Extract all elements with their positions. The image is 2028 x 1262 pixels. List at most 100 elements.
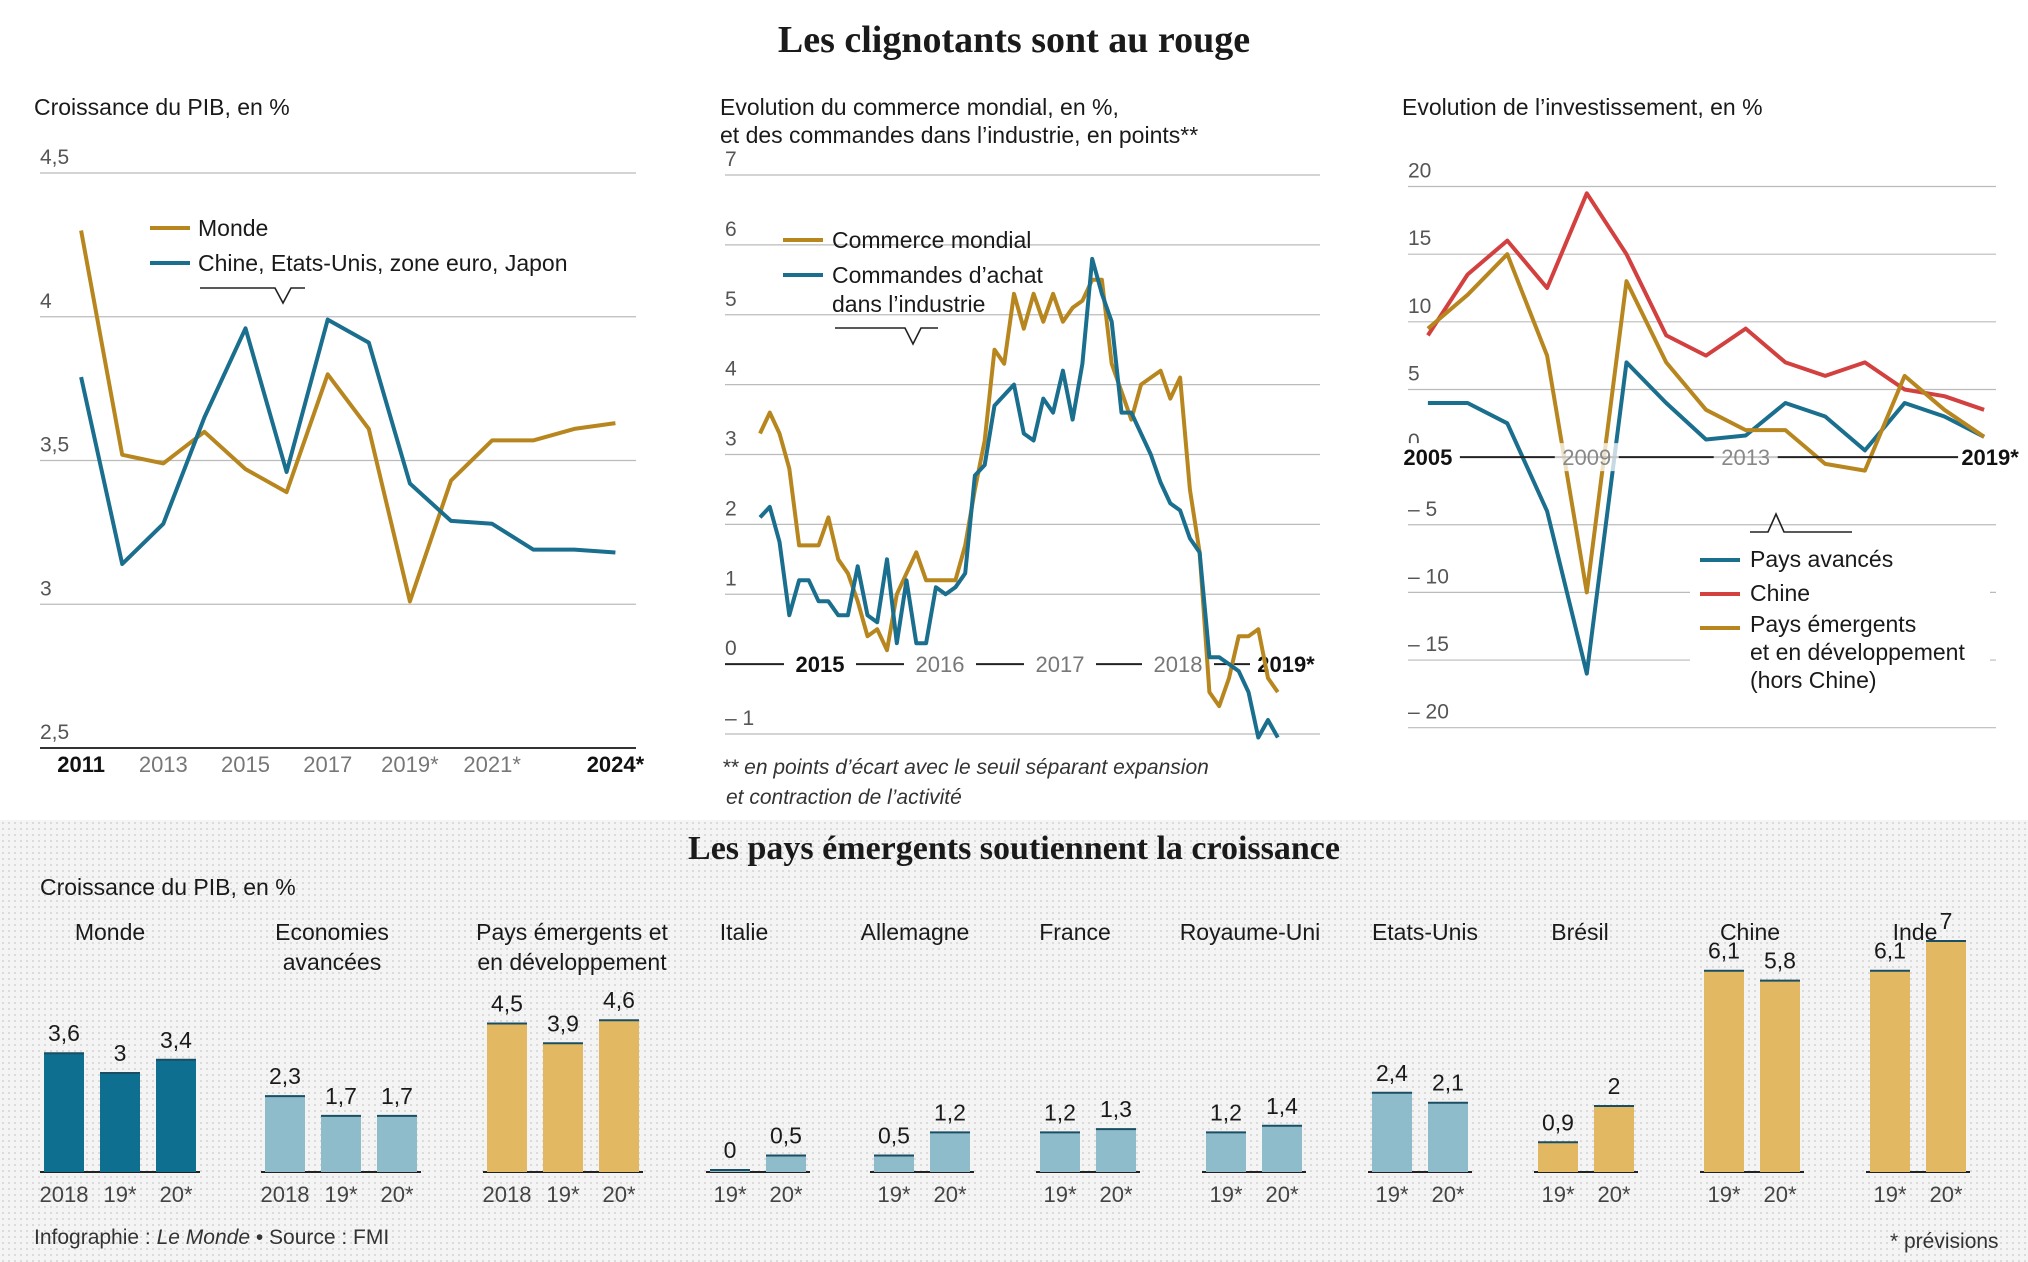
x-tick-label: 2009: [1562, 445, 1611, 470]
bar: [321, 1115, 361, 1172]
bar-category-label: 19*: [103, 1182, 136, 1207]
y-tick-label: 3: [725, 428, 737, 451]
bar: [766, 1155, 806, 1172]
group-title: en développement: [477, 949, 667, 975]
bar-value-label: 1,2: [1210, 1099, 1242, 1125]
y-tick-label: – 1: [725, 707, 754, 730]
y-tick-label: 5: [1408, 362, 1420, 385]
legend-brace: [200, 287, 305, 305]
bar-category-label: 20*: [1929, 1182, 1962, 1207]
chart2-title-line2: et des commandes dans l’industrie, en po…: [720, 122, 1199, 148]
series-line-2: [1426, 191, 1985, 412]
y-tick-label: – 20: [1408, 701, 1449, 724]
x-tick-label: 2013: [139, 752, 188, 777]
y-tick-label: – 10: [1408, 565, 1449, 588]
bar-value-label: 0,9: [1542, 1109, 1574, 1135]
bar: [156, 1059, 196, 1172]
bar-value-label: 0,5: [770, 1123, 802, 1149]
bar-category-label: 20*: [159, 1182, 192, 1207]
x-tick-label: 2018: [1154, 652, 1203, 677]
bar: [543, 1043, 583, 1172]
bar-category-label: 2018: [261, 1182, 310, 1207]
legend-brace: [835, 327, 938, 346]
bar: [44, 1053, 84, 1172]
bar-value-label: 7: [1940, 908, 1953, 934]
bar-category-label: 20*: [933, 1182, 966, 1207]
bar-category-label: 20*: [1265, 1182, 1298, 1207]
bottom-title: Les pays émergents soutiennent la croiss…: [688, 830, 1340, 867]
bar-category-label: 20*: [1431, 1182, 1464, 1207]
bar: [1428, 1102, 1468, 1172]
bar: [487, 1023, 527, 1172]
bar-category-label: 19*: [1707, 1182, 1740, 1207]
group-title: avancées: [283, 949, 381, 975]
bar-category-label: 20*: [602, 1182, 635, 1207]
y-tick-label: 5: [725, 288, 737, 311]
group-title: Monde: [75, 919, 145, 945]
x-tick-label-bg: [1024, 650, 1096, 679]
bar-value-label: 3: [114, 1040, 127, 1066]
y-tick-label: 3,5: [40, 434, 69, 457]
group-title: Italie: [720, 919, 769, 945]
bar: [265, 1096, 305, 1172]
x-tick-label-bg: [1958, 443, 2023, 472]
bar-category-label: 19*: [1209, 1182, 1242, 1207]
bar-value-label: 1,2: [934, 1099, 966, 1125]
bar-category-label: 19*: [1541, 1182, 1574, 1207]
legend-label: Commerce mondial: [832, 227, 1031, 253]
y-tick-label: 4: [40, 290, 52, 313]
bar: [1262, 1125, 1302, 1172]
bar-value-label: 6,1: [1874, 938, 1906, 964]
bar-category-label: 20*: [1099, 1182, 1132, 1207]
y-tick-label: 15: [1408, 227, 1431, 250]
y-tick-label: – 5: [1408, 498, 1437, 521]
footer-suffix: • Source : FMI: [250, 1226, 390, 1249]
legend-label: Commandes d’achat: [832, 262, 1044, 288]
chart2-title-line1: Evolution du commerce mondial, en %,: [720, 94, 1119, 120]
y-tick-label: 3: [40, 577, 52, 600]
bar-category-label: 19*: [1873, 1182, 1906, 1207]
x-tick-label-bg: [1554, 443, 1619, 472]
bar-value-label: 6,1: [1708, 938, 1740, 964]
legend-label: (hors Chine): [1750, 667, 1877, 693]
group-title: Pays émergents et: [476, 919, 668, 945]
series-line-2: [758, 256, 1280, 740]
bar-category-label: 2018: [483, 1182, 532, 1207]
bar-category-label: 2018: [40, 1182, 89, 1207]
bar-value-label: 2: [1608, 1073, 1621, 1099]
chart1-title: Croissance du PIB, en %: [34, 94, 290, 120]
x-tick-label-bg: [1142, 650, 1214, 679]
bar-value-label: 4,6: [603, 987, 635, 1013]
legend-label: Monde: [198, 215, 268, 241]
x-tick-label-bg: [904, 650, 976, 679]
bar-category-label: 19*: [713, 1182, 746, 1207]
bar-category-label: 19*: [1375, 1182, 1408, 1207]
chart2-footnote-line2: et contraction de l’activité: [726, 786, 962, 809]
bar: [1372, 1092, 1412, 1172]
legend-label: et en développement: [1750, 639, 1965, 665]
bar: [930, 1132, 970, 1172]
x-tick-label-bg: [1395, 443, 1460, 472]
chart1-gdp-growth: 4,5 4 3,5 3 2,5 2011 2013 2015 2017 2019* 2021* 202…: [40, 146, 645, 777]
bar: [100, 1073, 140, 1172]
bar: [1538, 1142, 1578, 1172]
bar-value-label: 5,8: [1764, 948, 1796, 974]
bar: [1206, 1132, 1246, 1172]
y-tick-label: 7: [725, 148, 737, 171]
page-title: Les clignotants sont au rouge: [777, 19, 1251, 61]
y-tick-label: 0: [725, 637, 737, 660]
bar-value-label: 1,2: [1044, 1099, 1076, 1125]
bar: [1926, 941, 1966, 1172]
bar-category-label: 20*: [1763, 1182, 1796, 1207]
series-line-1: [1427, 360, 1986, 676]
x-tick-label: 2024*: [587, 752, 645, 777]
bar-value-label: 0: [724, 1137, 737, 1163]
y-tick-label: 6: [725, 218, 737, 241]
footer-prefix: Infographie :: [34, 1226, 157, 1249]
x-tick-label: 2017: [1036, 652, 1085, 677]
x-tick-label: 2005: [1403, 445, 1452, 470]
chart2-footnote-line1: ** en points d’écart avec le seuil sépar…: [722, 756, 1209, 779]
bar: [1704, 970, 1744, 1172]
legend-label: Pays émergents: [1750, 611, 1916, 637]
series-line-3: [1426, 252, 1986, 595]
